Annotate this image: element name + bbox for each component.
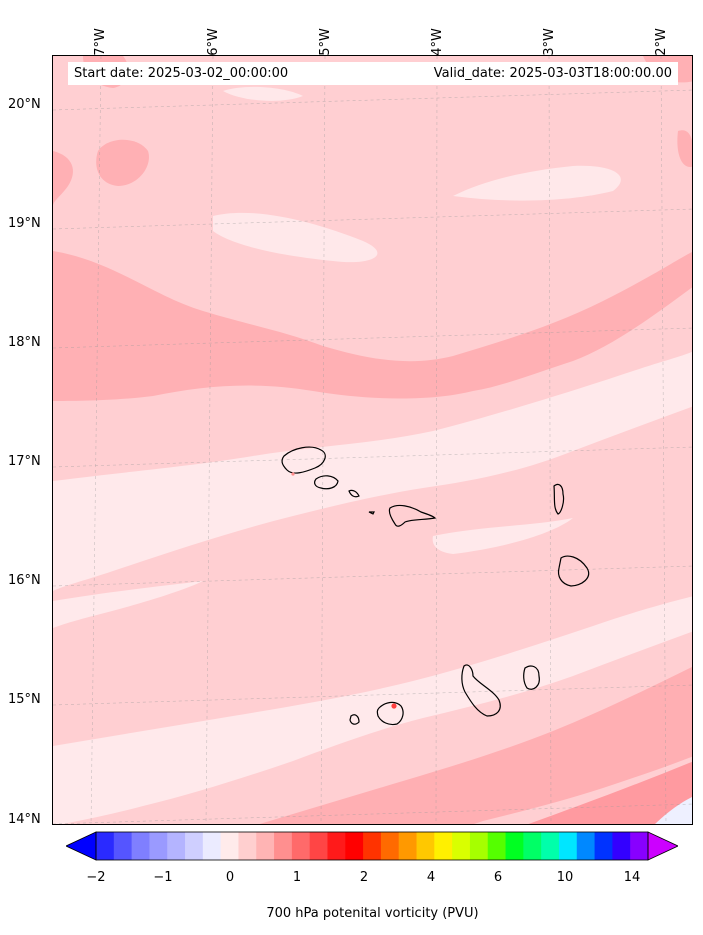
lat-label-14n: 14°N — [8, 812, 41, 827]
colorbar-cell — [630, 832, 649, 860]
colorbar-cell — [434, 832, 453, 860]
colorbar-min-arrow — [66, 831, 97, 861]
pv-band-lower-dark — [259, 666, 692, 824]
colorbar-cell — [291, 832, 311, 860]
colorbar-cell — [345, 832, 364, 860]
cbar-tick-10: 10 — [556, 870, 574, 885]
pv-negative-patch — [655, 796, 692, 824]
lat-label-18n: 18°N — [8, 335, 41, 350]
cbar-tick-m1: −1 — [153, 870, 173, 885]
colorbar-cell — [487, 832, 507, 860]
valid-date-text: Valid_date: 2025-03-03T18:00:00.00 — [433, 66, 672, 81]
pv-band-central-light — [53, 351, 692, 591]
graticule — [53, 56, 692, 824]
cbar-tick-4: 4 — [426, 870, 436, 885]
pv-light-streak-upper-mid — [213, 212, 378, 263]
island-boa-vista — [557, 555, 590, 587]
colorbar-cell — [541, 832, 560, 860]
lat-label-15n: 15°N — [8, 692, 41, 707]
colorbar-cell — [576, 832, 596, 860]
pv-hotspot-santo-antao — [291, 472, 295, 476]
colorbar-cell — [327, 832, 346, 860]
colorbar-cell — [96, 832, 115, 860]
colorbar-cell — [113, 832, 133, 860]
island-santiago — [461, 664, 501, 717]
colorbar-cell — [256, 832, 275, 860]
pv-band-lower-darkest — [528, 761, 692, 824]
island-maio — [523, 665, 540, 690]
colorbar-cell — [380, 832, 400, 860]
pv-hotspot-fogo — [391, 703, 397, 709]
colorbar-cell — [469, 832, 489, 860]
island-sao-vicente — [314, 475, 339, 490]
colorbar-cell — [238, 832, 257, 860]
start-date-text: Start date: 2025-03-02_00:00:00 — [74, 66, 289, 81]
date-info-box: Start date: 2025-03-02_00:00:00 Valid_da… — [68, 62, 678, 85]
cbar-tick-1: 1 — [292, 870, 302, 885]
colorbar-cell — [220, 832, 239, 860]
cbar-tick-m2: −2 — [86, 870, 106, 885]
island-branco — [368, 511, 375, 515]
cbar-tick-2: 2 — [359, 870, 369, 885]
colorbar-cell — [558, 832, 578, 860]
colorbar-cell — [202, 832, 222, 860]
lat-label-16n: 16°N — [8, 573, 41, 588]
pv-patch-upper-left — [53, 151, 73, 206]
pv-light-streak-mid-left — [53, 581, 203, 628]
island-sal — [553, 483, 565, 515]
pv-light-streak-top — [453, 165, 621, 201]
pv-light-streak-mid-right — [432, 518, 573, 554]
colorbar-label: 700 hPa potenital vorticity (PVU) — [266, 906, 479, 921]
colorbar-cell — [398, 832, 418, 860]
pv-band-lower-light — [53, 596, 692, 824]
map-panel[interactable] — [52, 55, 693, 825]
cbar-tick-14: 14 — [623, 870, 641, 885]
colorbar-cell — [167, 832, 186, 860]
island-brava — [349, 714, 360, 725]
colorbar-cell — [309, 832, 328, 860]
pv-patch-right-edge — [677, 130, 692, 167]
pv-patch-upper-blob — [96, 139, 149, 186]
colorbar-cell — [594, 832, 613, 860]
pv-field-map — [53, 56, 692, 824]
colorbar-cell — [612, 832, 631, 860]
colorbar-cell — [149, 832, 168, 860]
island-fogo — [376, 701, 404, 726]
lat-label-17n: 17°N — [8, 454, 41, 469]
island-santo-antao — [281, 446, 326, 474]
lat-label-20n: 20°N — [8, 97, 41, 112]
pv-light-streak-top-left — [223, 86, 303, 101]
colorbar-cell — [363, 832, 382, 860]
island-santa-luzia — [348, 489, 360, 498]
colorbar-cell — [185, 832, 204, 860]
cbar-tick-0: 0 — [225, 870, 235, 885]
colorbar-cell — [452, 832, 471, 860]
cbar-tick-6: 6 — [493, 870, 503, 885]
colorbar — [66, 831, 678, 861]
pv-band-upper — [53, 251, 692, 401]
colorbar-cell — [523, 832, 542, 860]
colorbar-outline — [95, 831, 649, 861]
island-sao-nicolau — [388, 504, 437, 527]
lat-label-19n: 19°N — [8, 216, 41, 231]
colorbar-cell — [131, 832, 150, 860]
colorbar-cells — [96, 832, 649, 860]
colorbar-cell — [274, 832, 293, 860]
colorbar-cell — [505, 832, 524, 860]
colorbar-cell — [416, 832, 435, 860]
colorbar-max-arrow — [647, 831, 678, 861]
